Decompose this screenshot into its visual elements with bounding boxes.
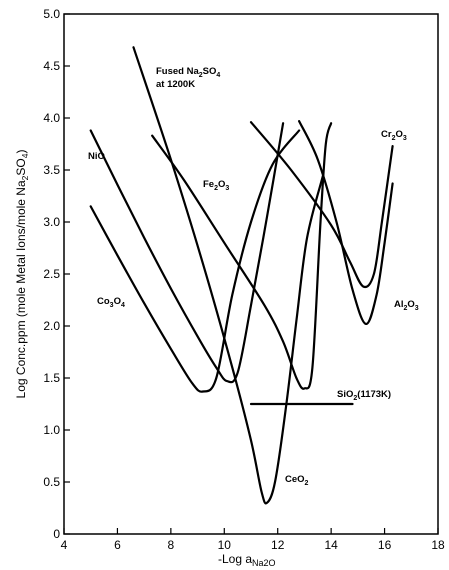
x-tick-label: 8 (168, 538, 175, 552)
x-axis-label-sub: Na2O (252, 558, 276, 568)
series-line-4 (249, 121, 394, 289)
annotation-co-sub2: 4 (121, 302, 125, 309)
y-tick-label: 1.0 (43, 423, 60, 437)
y-tick-label: 3.5 (43, 163, 60, 177)
annotation-fused-so: SO (203, 66, 217, 77)
x-tick-label: 16 (378, 538, 392, 552)
x-tick-label: 18 (431, 538, 445, 552)
annotation-fused-sub1: 2 (199, 72, 203, 79)
y-tick-label: 3.0 (43, 215, 60, 229)
series-line-1 (89, 122, 285, 384)
x-tick-label: 4 (61, 538, 68, 552)
y-axis-label-sub2: 4 (20, 153, 30, 158)
annotation-co3o4: Co3O4 (97, 296, 125, 309)
annotation-cr-sub1: 2 (392, 135, 396, 142)
series-line-3 (151, 122, 333, 390)
y-tick-label: 2.0 (43, 319, 60, 333)
y-axis-label-sub1: 2 (20, 175, 30, 180)
annotation-al-sub2: 3 (415, 305, 419, 312)
series-line-5 (298, 120, 394, 325)
x-ticks: 4 6 8 10 12 14 16 18 (61, 528, 445, 552)
annotation-co-o: O (114, 296, 121, 307)
annotation-al2o3: Al2O3 (394, 299, 419, 312)
annotation-fused-line2: at 1200K (156, 79, 195, 90)
annotation-fe-o: O (218, 179, 225, 190)
y-ticks: 0 0.5 1.0 1.5 2.0 2.5 3.0 3.5 4.0 4.5 5.0 (43, 7, 70, 541)
y-axis-label-tail: SO (14, 158, 28, 175)
x-tick-label: 14 (324, 538, 338, 552)
annotation-fused-sub2: 4 (216, 72, 220, 79)
annotation-fe2o3: Fe2O3 (203, 179, 229, 192)
annotation-cr2o3: Cr2O3 (381, 129, 407, 142)
annotation-al-sub1: 2 (404, 305, 408, 312)
annotation-co-sub1: 3 (110, 302, 114, 309)
series-group (89, 46, 394, 505)
y-axis-label: Log Conc.ppm (mole Metal Ions/mole Na2SO… (14, 150, 30, 399)
y-tick-label: 0.5 (43, 475, 60, 489)
annotation-fused: Fused Na2SO4 (156, 66, 220, 79)
annotation-sio2: SiO2(1173K) (337, 389, 391, 402)
annotation-cr-sub2: 3 (403, 135, 407, 142)
annotation-al-o: O (407, 299, 414, 310)
annotation-fe-sub2: 3 (225, 185, 229, 192)
annotation-ceo-sub: 2 (305, 480, 309, 487)
x-tick-label: 10 (218, 538, 232, 552)
y-tick-label: 4.0 (43, 111, 60, 125)
annotation-cr-o: O (395, 129, 402, 140)
y-axis-label-end: ) (14, 150, 28, 154)
series-line-2 (89, 129, 301, 393)
annotation-sio-tail: (1173K) (357, 389, 391, 400)
annotation-sio-sub: 2 (353, 395, 357, 402)
y-tick-label: 0 (53, 527, 60, 541)
annotation-fe-sub1: 2 (214, 185, 218, 192)
annotation-ceo2: CeO2 (285, 474, 309, 487)
series-line-0 (132, 46, 325, 505)
x-tick-label: 12 (271, 538, 285, 552)
y-tick-label: 5.0 (43, 7, 60, 21)
x-tick-label: 6 (114, 538, 121, 552)
x-axis-label: -Log aNa2O (218, 552, 276, 568)
y-tick-label: 1.5 (43, 371, 60, 385)
y-tick-label: 4.5 (43, 59, 60, 73)
plot-frame (63, 13, 439, 535)
annotation-nio: NiO (88, 151, 105, 162)
y-tick-label: 2.5 (43, 267, 60, 281)
